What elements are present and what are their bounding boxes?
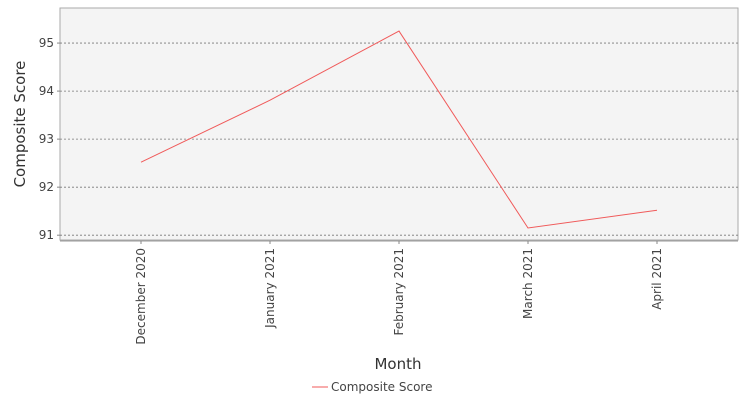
x-tick-label: March 2021 xyxy=(521,248,535,319)
y-tick-label: 95 xyxy=(39,36,54,50)
y-axis-label: Composite Score xyxy=(11,61,29,188)
x-tick-label: February 2021 xyxy=(392,248,406,336)
x-tick-label: December 2020 xyxy=(134,248,148,345)
series-line xyxy=(140,30,658,229)
y-tick-label: 91 xyxy=(39,228,54,242)
y-tick-label: 94 xyxy=(39,84,54,98)
x-tick-label: January 2021 xyxy=(263,248,277,329)
y-tick-label: 93 xyxy=(39,132,54,146)
x-axis-label: Month xyxy=(374,355,421,373)
y-tick-label: 92 xyxy=(39,180,54,194)
legend-label: Composite Score xyxy=(331,380,432,394)
x-tick-label: April 2021 xyxy=(650,248,664,310)
plot-area xyxy=(59,7,739,241)
